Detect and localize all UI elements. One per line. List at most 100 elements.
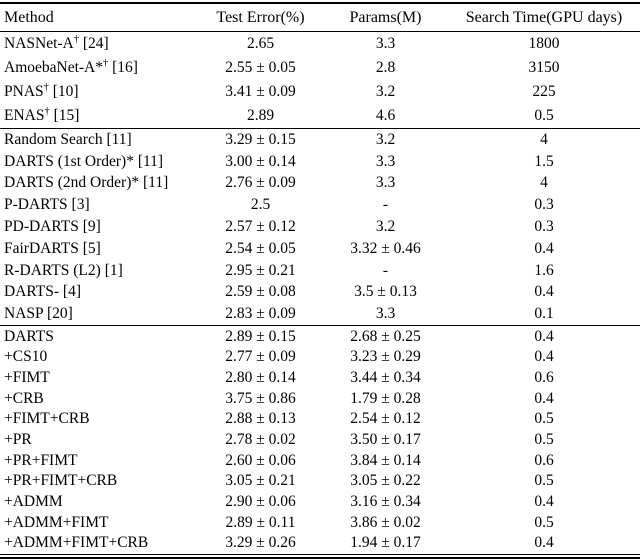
search-time-cell: 0.4: [534, 283, 554, 301]
table-row: +ADMM 2.90 ± 0.06 3.16 ± 0.34 0.4: [0, 492, 640, 513]
search-time-cell: 225: [532, 83, 556, 100]
method-cell: P-DARTS [3]: [4, 196, 90, 214]
method-cell: DARTS (2nd Order)* [11]: [4, 174, 169, 192]
table-row: DARTS 2.89 ± 0.15 2.68 ± 0.25 0.4: [0, 326, 640, 347]
search-time-cell: 0.4: [534, 239, 554, 257]
search-time-cell: 0.4: [534, 327, 554, 345]
table-row: +PR+FIMT 2.60 ± 0.06 3.84 ± 0.14 0.6: [0, 450, 640, 471]
method-cell: +ADMM+FIMT+CRB: [4, 534, 149, 552]
col-header-test-error: Test Error(%): [198, 3, 323, 32]
params-cell: 3.23 ± 0.29: [350, 348, 421, 366]
test-error-cell: 2.95 ± 0.21: [225, 261, 296, 279]
params-cell: 3.5 ± 0.13: [354, 283, 417, 301]
params-cell: 4.6: [375, 107, 396, 124]
method-cell: +ADMM: [4, 493, 63, 511]
method-cell: NASP [20]: [4, 305, 73, 323]
method-cell: +ADMM+FIMT: [4, 513, 109, 531]
search-time-cell: 0.5: [534, 513, 554, 531]
test-error-cell: 2.90 ± 0.06: [225, 493, 296, 511]
search-time-cell: 0.5: [534, 430, 554, 448]
col-header-search-time: Search Time(GPU days): [448, 3, 640, 32]
method-cell: +CS10: [4, 348, 48, 366]
dagger-superscript: †: [43, 81, 49, 93]
search-time-cell: 4: [540, 130, 548, 148]
params-cell: 3.3: [375, 305, 396, 323]
table-row: NASP [20] 2.83 ± 0.09 3.3 0.1: [0, 303, 640, 325]
search-time-cell: 4: [540, 174, 548, 192]
dagger-superscript: †: [103, 57, 109, 69]
test-error-cell: 2.55 ± 0.05: [225, 59, 296, 76]
table-row: +ADMM+FIMT+CRB 3.29 ± 0.26 1.94 ± 0.17 0.4: [0, 533, 640, 554]
table-section-2: Random Search [11] 3.29 ± 0.15 3.2 4 DARTS (…: [0, 128, 640, 326]
search-time-cell: 0.3: [534, 196, 554, 214]
test-error-cell: 2.54 ± 0.05: [225, 239, 296, 257]
method-cell: +FIMT+CRB: [4, 410, 90, 428]
search-time-cell: 0.4: [534, 534, 554, 552]
test-error-cell: 3.05 ± 0.21: [225, 472, 296, 490]
params-cell: 3.05 ± 0.22: [350, 472, 421, 490]
test-error-cell: 2.88 ± 0.13: [225, 410, 296, 428]
method-cell: +PR: [4, 430, 32, 448]
test-error-cell: 3.41 ± 0.09: [225, 83, 296, 100]
test-error-cell: 3.29 ± 0.15: [225, 130, 296, 148]
params-cell: 3.86 ± 0.02: [350, 513, 421, 531]
table-row: Random Search [11] 3.29 ± 0.15 3.2 4: [0, 129, 640, 151]
search-time-cell: 0.4: [534, 493, 554, 511]
method-cell: +PR+FIMT: [4, 451, 78, 469]
table-row: DARTS (2nd Order)* [11] 2.76 ± 0.09 3.3 4: [0, 173, 640, 195]
col-header-method: Method: [0, 3, 198, 32]
test-error-cell: 3.00 ± 0.14: [225, 152, 296, 170]
col-header-params: Params(M): [323, 3, 448, 32]
method-cell: R-DARTS (L2) [1]: [4, 261, 123, 279]
table-row: +PR+FIMT+CRB 3.05 ± 0.21 3.05 ± 0.22 0.5: [0, 471, 640, 492]
table-row: DARTS- [4] 2.59 ± 0.08 3.5 ± 0.13 0.4: [0, 282, 640, 304]
search-time-cell: 1.5: [534, 152, 554, 170]
test-error-cell: 2.89 ± 0.15: [225, 327, 296, 345]
table-row: NASNet-A† [24] 2.65 3.3 1800: [0, 32, 640, 57]
method-cell: NASNet-A† [24]: [4, 33, 109, 52]
test-error-cell: 2.76 ± 0.09: [225, 174, 296, 192]
params-cell: 2.68 ± 0.25: [350, 327, 421, 345]
test-error-cell: 2.77 ± 0.09: [225, 348, 296, 366]
params-cell: 1.79 ± 0.28: [350, 389, 421, 407]
method-cell: PNAS† [10]: [4, 81, 79, 100]
method-cell: +FIMT: [4, 368, 50, 386]
method-cell: +CRB: [4, 389, 44, 407]
dagger-superscript: †: [44, 105, 50, 117]
header-row: Method Test Error(%) Params(M) Search Ti…: [0, 3, 640, 32]
table-header: Method Test Error(%) Params(M) Search Ti…: [0, 3, 640, 32]
method-cell: +PR+FIMT+CRB: [4, 472, 118, 490]
table-section-1: NASNet-A† [24] 2.65 3.3 1800 AmoebaNet-A*† […: [0, 31, 640, 129]
search-time-cell: 1800: [528, 35, 560, 52]
search-time-cell: 3150: [528, 59, 560, 76]
test-error-cell: 2.65: [246, 35, 275, 52]
table-row: DARTS (1st Order)* [11] 3.00 ± 0.14 3.3 1.5: [0, 151, 640, 173]
search-time-cell: 0.1: [534, 305, 554, 323]
params-cell: 3.2: [375, 218, 396, 236]
test-error-cell: 2.78 ± 0.02: [225, 430, 296, 448]
search-time-cell: 0.4: [534, 389, 554, 407]
params-cell: 1.94 ± 0.17: [350, 534, 421, 552]
table-row: PD-DARTS [9] 2.57 ± 0.12 3.2 0.3: [0, 216, 640, 238]
params-cell: 2.54 ± 0.12: [350, 410, 421, 428]
params-cell: 3.16 ± 0.34: [350, 493, 421, 511]
method-cell: Random Search [11]: [4, 130, 132, 148]
params-cell: 3.2: [375, 130, 396, 148]
test-error-cell: 2.83 ± 0.09: [225, 305, 296, 323]
test-error-cell: 2.89 ± 0.11: [225, 513, 296, 531]
params-cell: 2.8: [375, 59, 396, 76]
params-cell: -: [382, 196, 389, 214]
params-cell: -: [382, 261, 389, 279]
method-cell: DARTS: [4, 327, 54, 345]
method-cell: DARTS (1st Order)* [11]: [4, 152, 164, 170]
params-cell: 3.44 ± 0.34: [350, 368, 421, 386]
test-error-cell: 2.89: [246, 107, 275, 124]
params-cell: 3.3: [375, 174, 396, 192]
table-row: P-DARTS [3] 2.5 - 0.3: [0, 194, 640, 216]
test-error-cell: 2.5: [250, 196, 271, 214]
params-cell: 3.50 ± 0.17: [350, 430, 421, 448]
method-cell: ENAS† [15]: [4, 105, 80, 124]
